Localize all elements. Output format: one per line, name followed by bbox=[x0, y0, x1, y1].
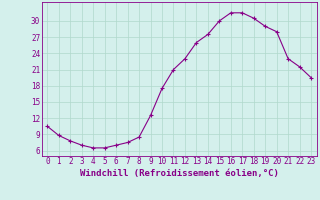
X-axis label: Windchill (Refroidissement éolien,°C): Windchill (Refroidissement éolien,°C) bbox=[80, 169, 279, 178]
